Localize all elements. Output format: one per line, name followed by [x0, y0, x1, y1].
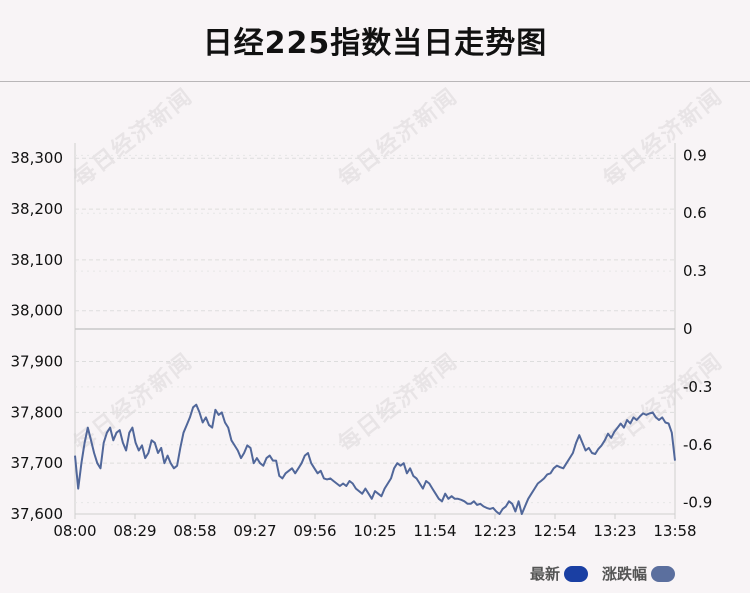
y-right-tick-label: -0.6 [683, 436, 712, 454]
legend-label: 最新 [530, 565, 561, 583]
series-line [74, 403, 676, 515]
x-tick-label: 10:25 [353, 522, 396, 540]
x-tick-label: 11:54 [413, 522, 456, 540]
x-tick-label: 12:23 [473, 522, 516, 540]
y-right-tick-label: 0.3 [683, 262, 707, 280]
legend-item-latest[interactable]: 最新 [530, 563, 589, 584]
legend-item-change[interactable]: 涨跌幅 [602, 563, 676, 584]
legend: 最新 涨跌幅 [530, 563, 689, 584]
y-left-tick-label: 38,100 [11, 251, 64, 269]
y-left-tick-label: 38,200 [11, 200, 64, 218]
y-left-tick-label: 37,600 [11, 505, 64, 523]
x-tick-label: 13:23 [593, 522, 636, 540]
y-left-tick-label: 38,300 [11, 149, 64, 167]
y-left-tick-label: 37,900 [11, 353, 64, 371]
y-left-tick-label: 37,700 [11, 454, 64, 472]
legend-swatch [651, 565, 676, 582]
x-tick-label: 08:58 [173, 522, 216, 540]
x-tick-label: 09:27 [233, 522, 276, 540]
legend-label: 涨跌幅 [602, 565, 648, 583]
x-tick-label: 09:56 [293, 522, 336, 540]
y-right-tick-label: 0 [683, 320, 693, 338]
y-right-tick-label: 0.9 [683, 146, 707, 164]
legend-swatch [564, 565, 589, 582]
y-right-tick-label: -0.3 [683, 378, 712, 396]
y-right-tick-label: -0.9 [683, 494, 712, 512]
y-left-tick-label: 38,000 [11, 302, 64, 320]
x-tick-label: 13:58 [653, 522, 696, 540]
y-right-tick-label: 0.6 [683, 204, 707, 222]
x-tick-label: 08:29 [113, 522, 156, 540]
title-divider [0, 81, 750, 82]
x-tick-label: 08:00 [53, 522, 96, 540]
y-left-tick-label: 37,800 [11, 403, 64, 421]
chart-title: 日经225指数当日走势图 [202, 26, 548, 61]
x-tick-label: 12:54 [533, 522, 576, 540]
